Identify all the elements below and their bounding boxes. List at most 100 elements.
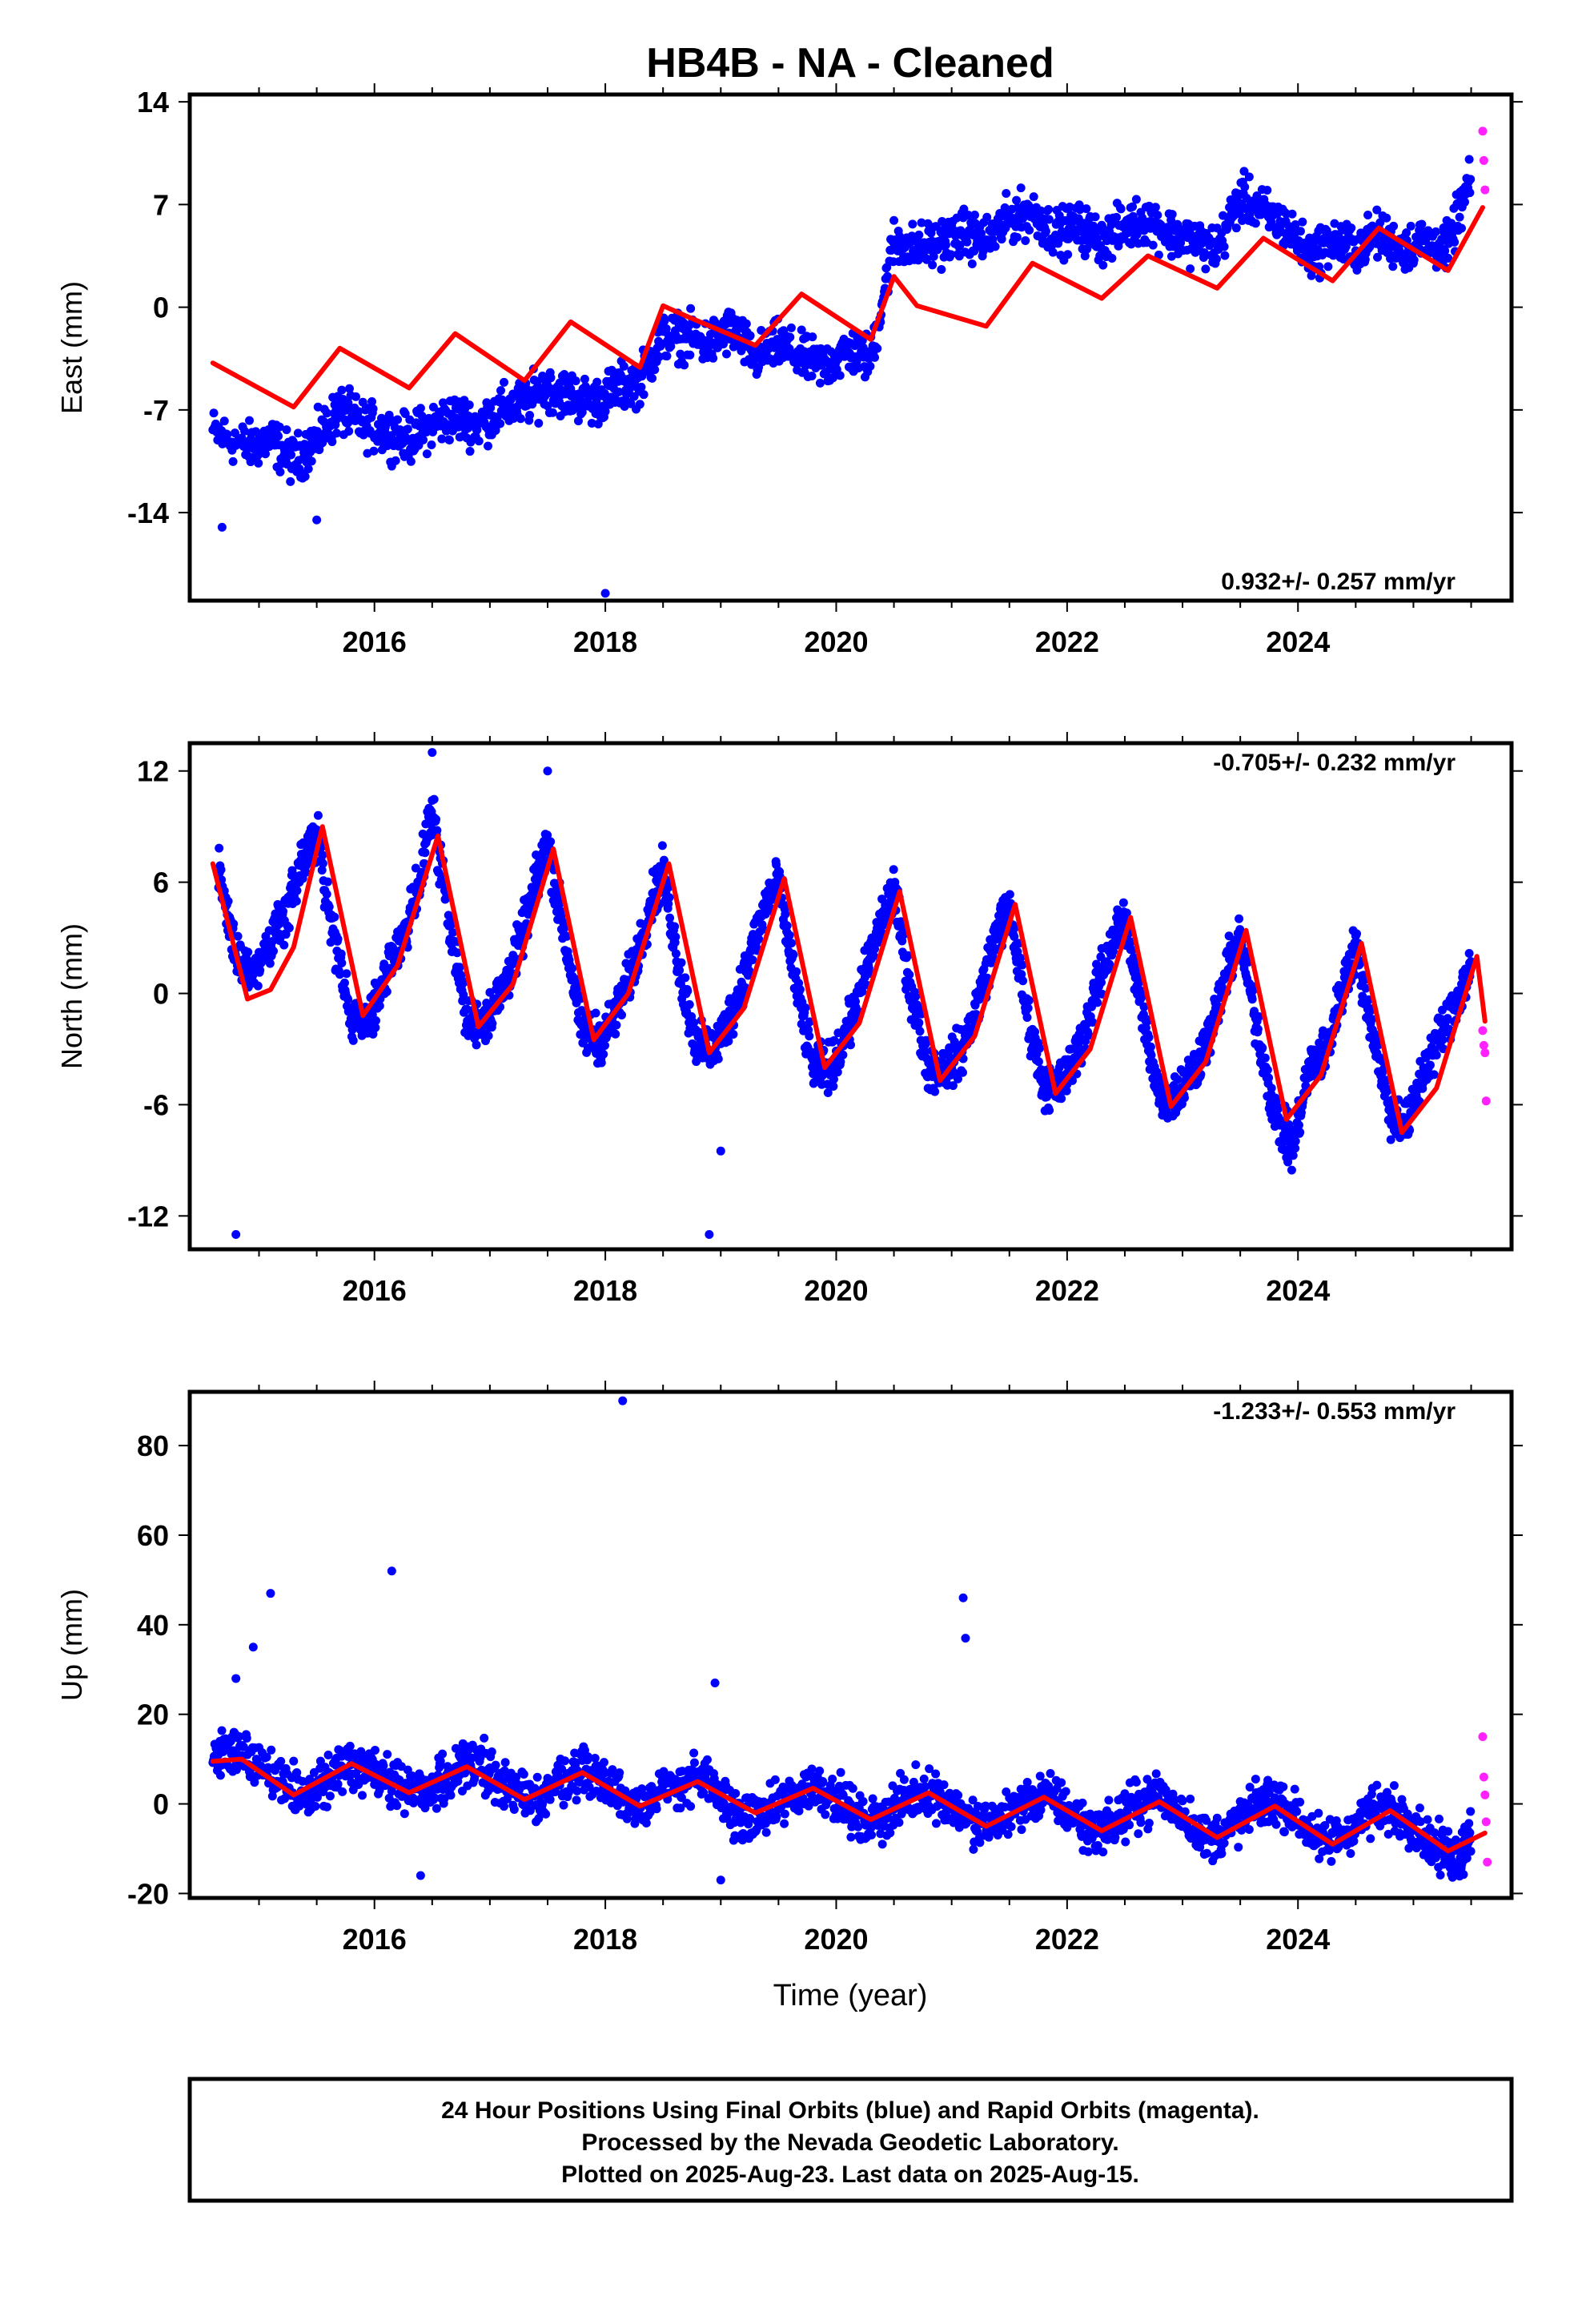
north-final-point — [1057, 1094, 1066, 1104]
east-final-point — [1373, 252, 1383, 262]
north-final-point — [1431, 1050, 1441, 1059]
north-final-point — [745, 966, 754, 975]
north-final-point — [1146, 1051, 1156, 1060]
east-final-point — [331, 428, 341, 438]
north-final-point — [342, 969, 351, 979]
up-x-tick-label: 2018 — [573, 1923, 637, 1956]
up-x-tick-label: 2016 — [343, 1923, 407, 1956]
north-final-point — [1173, 1075, 1182, 1084]
north-final-point — [1235, 914, 1244, 923]
east-x-tick-label: 2022 — [1035, 625, 1099, 658]
east-final-point — [223, 429, 232, 439]
north-final-point — [670, 922, 680, 931]
north-final-point — [857, 987, 867, 996]
north-rapid-point — [1480, 1048, 1490, 1058]
north-final-point — [789, 950, 798, 959]
east-final-point — [303, 464, 313, 473]
north-x-tick-label: 2016 — [343, 1274, 407, 1307]
east-rapid-point — [1479, 155, 1488, 165]
up-final-point — [250, 1778, 259, 1787]
north-final-point — [343, 995, 353, 1004]
north-final-point — [915, 1027, 925, 1036]
north-outlier-point — [231, 1229, 241, 1239]
north-final-point — [1097, 978, 1106, 987]
north-final-point — [1361, 983, 1371, 993]
north-final-point — [1247, 995, 1257, 1004]
east-final-point — [1154, 250, 1163, 259]
east-final-point — [1044, 204, 1054, 214]
north-final-point — [375, 1001, 384, 1011]
east-final-point — [393, 415, 403, 424]
north-final-point — [559, 923, 568, 933]
east-final-point — [745, 331, 755, 340]
east-final-point — [261, 449, 271, 459]
east-final-point — [1239, 167, 1249, 176]
east-final-point — [228, 456, 238, 466]
east-rapid-point — [1480, 185, 1490, 195]
east-final-point — [1025, 225, 1034, 235]
north-final-point — [805, 1017, 814, 1027]
east-final-point — [496, 386, 506, 396]
east-final-point — [967, 259, 977, 268]
east-final-point — [587, 419, 596, 428]
east-final-point — [427, 440, 436, 450]
east-final-point — [1107, 254, 1117, 263]
north-final-point — [899, 930, 909, 939]
east-final-point — [1443, 253, 1453, 263]
east-final-point — [274, 432, 283, 441]
east-y-tick-label: 14 — [137, 86, 169, 119]
east-final-point — [1112, 212, 1122, 222]
east-final-point — [1323, 262, 1333, 271]
north-final-point — [903, 951, 913, 960]
up-x-tick-label: 2020 — [804, 1923, 868, 1956]
north-final-point — [482, 998, 492, 1007]
north-outlier-point — [716, 1146, 725, 1156]
east-final-point — [391, 456, 400, 465]
up-final-point — [242, 1733, 251, 1743]
east-final-point — [1196, 239, 1206, 249]
east-final-point — [1417, 219, 1427, 229]
east-final-point — [865, 361, 875, 371]
east-final-point — [282, 425, 291, 435]
east-final-point — [937, 265, 946, 275]
east-final-point — [1012, 195, 1022, 205]
east-final-point — [548, 408, 557, 417]
north-final-point — [371, 1023, 380, 1032]
north-final-point — [782, 921, 792, 931]
up-x-tick-label: 2024 — [1266, 1923, 1330, 1956]
east-final-point — [486, 403, 496, 412]
north-final-point — [829, 1081, 838, 1091]
north-final-point — [665, 893, 674, 903]
east-final-point — [1044, 215, 1054, 224]
north-final-point — [452, 948, 462, 958]
north-final-point — [785, 931, 794, 940]
north-final-point — [675, 966, 685, 975]
north-final-point — [456, 971, 466, 980]
north-final-point — [829, 1035, 839, 1045]
north-final-point — [911, 991, 921, 1001]
north-final-point — [382, 987, 391, 996]
north-final-point — [488, 1019, 497, 1028]
east-final-point — [592, 396, 601, 406]
north-final-point — [448, 927, 458, 937]
north-final-point — [683, 987, 693, 996]
east-y-tick-label: 7 — [153, 188, 169, 221]
up-final-point — [235, 1732, 244, 1742]
north-final-point — [801, 1003, 810, 1012]
north-final-point — [787, 939, 797, 948]
north-final-point — [805, 1031, 814, 1041]
east-final-point — [244, 416, 254, 425]
chart-title: HB4B - NA - Cleaned — [646, 40, 1054, 86]
north-final-point — [1294, 1120, 1303, 1130]
north-x-tick-label: 2018 — [573, 1274, 637, 1307]
east-final-point — [1075, 205, 1085, 215]
east-final-point — [1116, 204, 1126, 214]
east-final-point — [1450, 237, 1460, 247]
east-final-point — [929, 251, 938, 261]
north-final-point — [432, 814, 441, 824]
east-final-point — [650, 365, 660, 375]
up-y-tick-label: 80 — [137, 1429, 169, 1462]
north-final-point — [1144, 1032, 1154, 1042]
up-y-tick-label: -20 — [127, 1877, 169, 1910]
